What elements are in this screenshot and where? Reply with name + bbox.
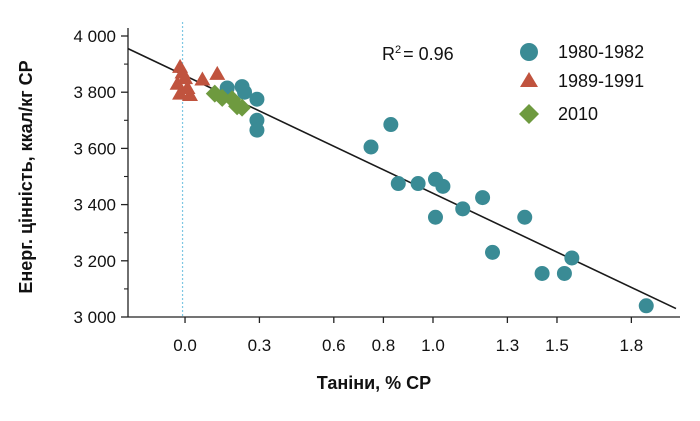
data-point-circle: [485, 244, 501, 260]
data-point-circle: [638, 298, 654, 314]
legend-item-1980-1982: 1980-1982: [520, 42, 644, 62]
data-point-circle: [427, 209, 443, 225]
series-2010: [205, 84, 252, 117]
series-1980-1982: [219, 79, 654, 314]
x-tick-label: 0.3: [248, 336, 272, 355]
points-layer: [169, 58, 654, 314]
data-point-triangle: [172, 85, 189, 100]
y-tick-label: 3 600: [73, 139, 116, 158]
x-tick-label: 1.0: [421, 336, 445, 355]
legend-marker-circle: [520, 43, 538, 61]
legend-label: 2010: [558, 104, 598, 124]
data-point-triangle: [177, 70, 194, 85]
data-point-circle: [237, 84, 253, 100]
data-point-triangle: [194, 71, 211, 86]
legend-label: 1989-1991: [558, 71, 644, 91]
data-point-circle: [475, 190, 491, 206]
data-point-circle: [383, 117, 399, 133]
legend-label: 1980-1982: [558, 42, 644, 62]
data-point-circle: [517, 209, 533, 225]
y-tick-label: 3 400: [73, 196, 116, 215]
data-point-triangle: [169, 75, 186, 90]
legend-marker-diamond: [519, 104, 539, 124]
y-tick-label: 3 000: [73, 308, 116, 327]
data-point-circle: [363, 139, 379, 155]
data-point-circle: [435, 178, 451, 194]
data-point-circle: [455, 201, 471, 217]
data-point-circle: [249, 91, 265, 107]
x-tick-label: 0.0: [173, 336, 197, 355]
x-tick-label: 1.5: [545, 336, 569, 355]
y-tick-label: 3 800: [73, 83, 116, 102]
legend-item-2010: 2010: [519, 104, 598, 124]
legend: 1980-1982 1989-1991 2010: [519, 42, 644, 124]
x-tick-label: 0.6: [322, 336, 346, 355]
data-point-circle: [534, 265, 550, 281]
y-axis-title: Енерг. цінність, ккал/кг СР: [16, 60, 36, 293]
legend-marker-triangle: [520, 72, 538, 87]
y-tick-label: 3 200: [73, 252, 116, 271]
data-point-circle: [410, 176, 426, 192]
legend-item-1989-1991: 1989-1991: [520, 71, 644, 91]
x-tick-label: 1.3: [496, 336, 520, 355]
data-point-triangle: [181, 87, 198, 102]
data-point-circle: [556, 265, 572, 281]
x-tick-label: 0.8: [372, 336, 396, 355]
data-point-circle: [249, 122, 265, 138]
y-tick-label: 4 000: [73, 27, 116, 46]
x-tick-label: 1.8: [620, 336, 644, 355]
x-axis-title: Таніни, % СР: [317, 373, 431, 393]
r-squared-annotation: R2 = 0.96: [382, 44, 454, 64]
series-1989-1991: [169, 58, 226, 102]
data-point-circle: [564, 250, 580, 266]
data-point-circle: [390, 176, 406, 192]
data-point-diamond: [233, 98, 252, 117]
axes-layer: 3 000 3 200 3 400 3 600 3 800 4 000 0.0 0.3 0.6 0…: [73, 27, 680, 355]
data-point-triangle: [209, 65, 226, 80]
